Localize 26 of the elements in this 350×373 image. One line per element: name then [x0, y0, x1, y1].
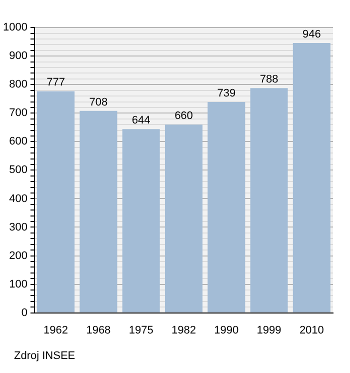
y-tick-label: 0 — [21, 306, 28, 319]
x-tick-label: 1975 — [128, 324, 154, 336]
x-tick-label: 1990 — [214, 324, 239, 336]
data-label: 660 — [174, 110, 193, 122]
x-tick-label: 2010 — [299, 324, 324, 336]
y-tick-label: 200 — [9, 250, 28, 262]
y-tick-label: 1000 — [2, 22, 28, 34]
y-tick-label: 100 — [9, 278, 28, 290]
data-label: 777 — [46, 76, 65, 89]
y-tick-label: 900 — [9, 50, 28, 62]
y-tick-label: 800 — [9, 78, 28, 91]
y-tick-label: 400 — [9, 192, 28, 205]
x-tick-label: 1962 — [44, 324, 68, 336]
data-label: 946 — [302, 28, 321, 41]
data-label: 708 — [89, 96, 108, 108]
data-label: 788 — [260, 74, 278, 86]
text: Zdroj INSEE — [14, 350, 76, 362]
y-tick-label: 500 — [9, 164, 28, 176]
data-label: 739 — [217, 88, 236, 100]
y-tick-label: 700 — [9, 107, 28, 120]
x-tick-label: 1968 — [86, 324, 111, 336]
data-label: 644 — [132, 114, 150, 127]
x-tick-label: 1982 — [171, 324, 196, 336]
x-tick-label: 1999 — [256, 324, 282, 336]
y-tick-label: 300 — [9, 221, 28, 234]
y-tick-label: 600 — [9, 136, 28, 148]
